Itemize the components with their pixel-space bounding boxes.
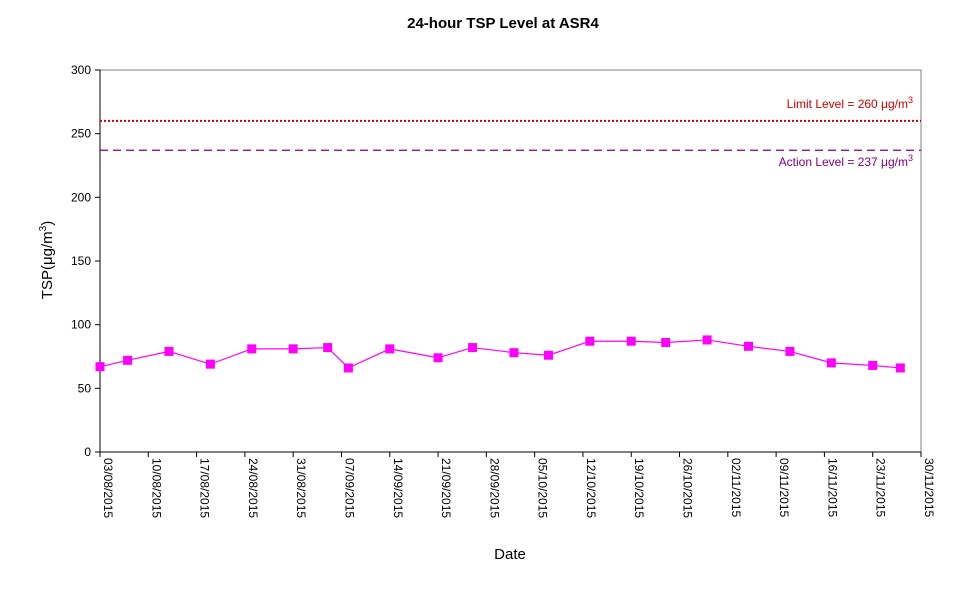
y-tick-label: 50 <box>78 381 92 395</box>
data-point <box>661 337 671 347</box>
x-tick-label: 26/10/2015 <box>681 458 695 518</box>
data-point <box>123 355 133 365</box>
data-point <box>433 353 443 363</box>
x-tick-label: 14/09/2015 <box>391 458 405 518</box>
data-point <box>826 358 836 368</box>
plot-area: 0 50 100 150 200 250 300 03/08/2015 10/08/2015 17… <box>71 63 936 518</box>
x-tick-label: 30/11/2015 <box>922 458 936 517</box>
data-point <box>868 360 878 370</box>
y-tick-label: 250 <box>71 127 91 141</box>
data-point <box>323 343 333 353</box>
y-tick-label: 100 <box>71 318 91 332</box>
x-tick-label: 07/09/2015 <box>342 458 356 518</box>
data-point <box>247 344 257 354</box>
data-point <box>205 359 215 369</box>
series-line <box>99 339 901 369</box>
y-tick-label: 300 <box>71 63 91 77</box>
y-tick-label: 0 <box>84 445 91 459</box>
data-point <box>744 341 754 351</box>
y-tick-label: 200 <box>71 190 91 204</box>
x-tick-label: 21/09/2015 <box>439 458 453 518</box>
data-point <box>895 363 905 373</box>
x-tick-label: 17/08/2015 <box>198 458 212 518</box>
data-point <box>343 363 353 373</box>
plot-frame <box>99 69 922 453</box>
x-tick-label: 03/08/2015 <box>101 458 115 518</box>
data-point <box>385 344 395 354</box>
data-point <box>509 348 519 358</box>
y-axis-label: TSP(μg/m3) <box>38 221 56 299</box>
data-point <box>468 343 478 353</box>
x-tick-label: 24/08/2015 <box>246 458 260 518</box>
chart-title: 24-hour TSP Level at ASR4 <box>407 15 599 32</box>
x-tick-label: 09/11/2015 <box>777 458 791 517</box>
data-point <box>543 350 553 360</box>
x-tick-label: 02/11/2015 <box>729 458 743 517</box>
x-tick-label: 19/10/2015 <box>632 458 646 518</box>
data-point <box>785 346 795 356</box>
x-tick-label: 05/10/2015 <box>536 458 550 518</box>
x-tick-label: 12/10/2015 <box>584 458 598 518</box>
y-tick-label: 150 <box>71 254 91 268</box>
data-point <box>626 336 636 346</box>
x-tick-label: 10/08/2015 <box>149 458 163 518</box>
x-tick-label: 16/11/2015 <box>825 458 839 517</box>
data-point <box>585 336 595 346</box>
x-tick-label: 28/09/2015 <box>487 458 501 518</box>
data-point <box>702 335 712 345</box>
data-point <box>164 346 174 356</box>
reference-line-label: Action Level = 237 μg/m3 <box>779 153 913 169</box>
x-axis-label: Date <box>494 546 526 563</box>
x-tick-label: 31/08/2015 <box>294 458 308 518</box>
data-point <box>95 362 105 372</box>
reference-line-label: Limit Level = 260 μg/m3 <box>787 95 913 111</box>
x-tick-label: 23/11/2015 <box>874 458 888 517</box>
data-point <box>288 344 298 354</box>
